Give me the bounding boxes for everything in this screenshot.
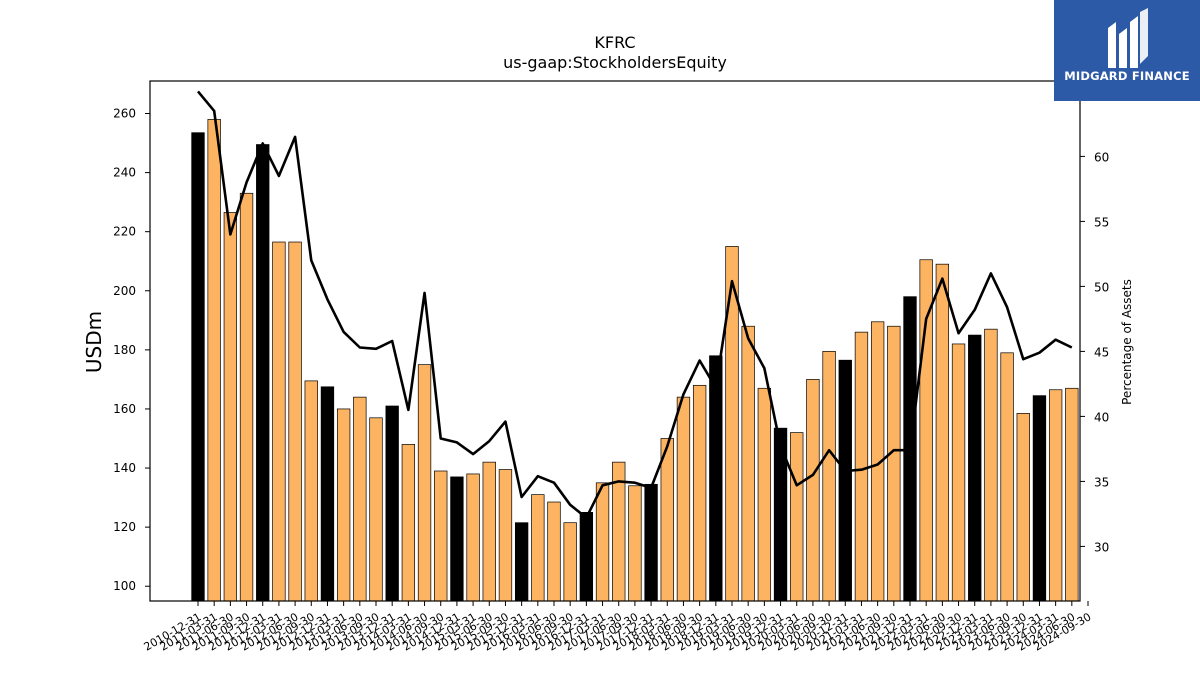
logo-text: MIDGARD FINANCE	[1064, 69, 1190, 83]
bar	[385, 405, 399, 602]
bar	[579, 512, 594, 602]
bar	[369, 417, 383, 602]
bar	[450, 476, 464, 602]
bar	[1032, 395, 1047, 602]
y-tick-label: 260	[113, 107, 136, 121]
bar	[806, 379, 820, 602]
y2-tick-label: 30	[1094, 540, 1109, 554]
chart-title: KFRC	[594, 33, 635, 52]
bar	[320, 386, 335, 602]
y-tick-label: 220	[113, 225, 136, 239]
y-tick-label: 100	[113, 579, 136, 593]
y-tick-label: 180	[113, 343, 136, 357]
bar	[417, 364, 432, 602]
bar	[1000, 352, 1014, 602]
bar	[498, 469, 513, 602]
bar	[854, 331, 869, 602]
bar	[223, 212, 238, 602]
bar	[1016, 413, 1030, 602]
bar	[676, 396, 691, 602]
y-axis-label: USDm	[82, 311, 106, 373]
plot-frame	[149, 80, 1081, 602]
y2-tick-label: 55	[1094, 215, 1109, 229]
bar	[660, 438, 674, 602]
bar	[984, 328, 998, 602]
bar	[207, 119, 221, 602]
y-tick-label: 140	[113, 461, 136, 475]
bar	[1065, 387, 1079, 602]
axes: 100 120 140 160 180 200 220 240 260 30 35 40 45 50 55 6…	[113, 80, 1109, 654]
bar	[288, 241, 302, 602]
y-tick-label: 120	[113, 520, 136, 534]
bar	[531, 494, 545, 602]
bar	[935, 263, 950, 602]
y2-tick-label: 45	[1094, 345, 1109, 359]
bar	[968, 334, 982, 602]
bar	[951, 343, 966, 602]
bar	[595, 482, 610, 602]
y-tick-label: 240	[113, 166, 136, 180]
bar	[709, 355, 723, 602]
bar	[547, 501, 561, 602]
bar	[336, 408, 351, 602]
bar	[644, 483, 658, 602]
chart-subtitle: us-gaap:StockholdersEquity	[503, 53, 727, 72]
midgard-logo-icon	[1108, 8, 1148, 68]
brand-logo: MIDGARD FINANCE	[1054, 0, 1200, 101]
bar	[741, 325, 755, 602]
bar	[353, 396, 367, 602]
y2-tick-label: 50	[1094, 280, 1109, 294]
bar	[482, 461, 496, 602]
bar	[401, 444, 416, 602]
y2-tick-label: 35	[1094, 475, 1109, 489]
y-tick-label: 200	[113, 284, 136, 298]
bar	[887, 325, 901, 602]
y2-tick-label: 40	[1094, 410, 1109, 424]
bar	[628, 485, 642, 602]
y-tick-label: 160	[113, 402, 136, 416]
series-line	[196, 90, 1073, 520]
bar	[304, 380, 318, 602]
bar	[563, 522, 577, 602]
bar-group	[191, 119, 1079, 602]
bar	[272, 241, 286, 602]
y2-tick-label: 60	[1094, 150, 1109, 164]
bar	[692, 384, 707, 602]
bar	[466, 473, 480, 602]
bar	[239, 192, 254, 602]
bar	[514, 522, 529, 602]
bar	[1048, 389, 1063, 602]
bar	[838, 359, 852, 602]
y2-axis-label: Percentage of Assets	[1120, 279, 1134, 405]
bar	[191, 132, 205, 602]
line-layer	[196, 90, 1073, 520]
bar	[757, 387, 772, 602]
bar	[256, 144, 270, 602]
bar	[790, 432, 804, 602]
bar	[822, 350, 836, 602]
bar	[434, 470, 448, 602]
